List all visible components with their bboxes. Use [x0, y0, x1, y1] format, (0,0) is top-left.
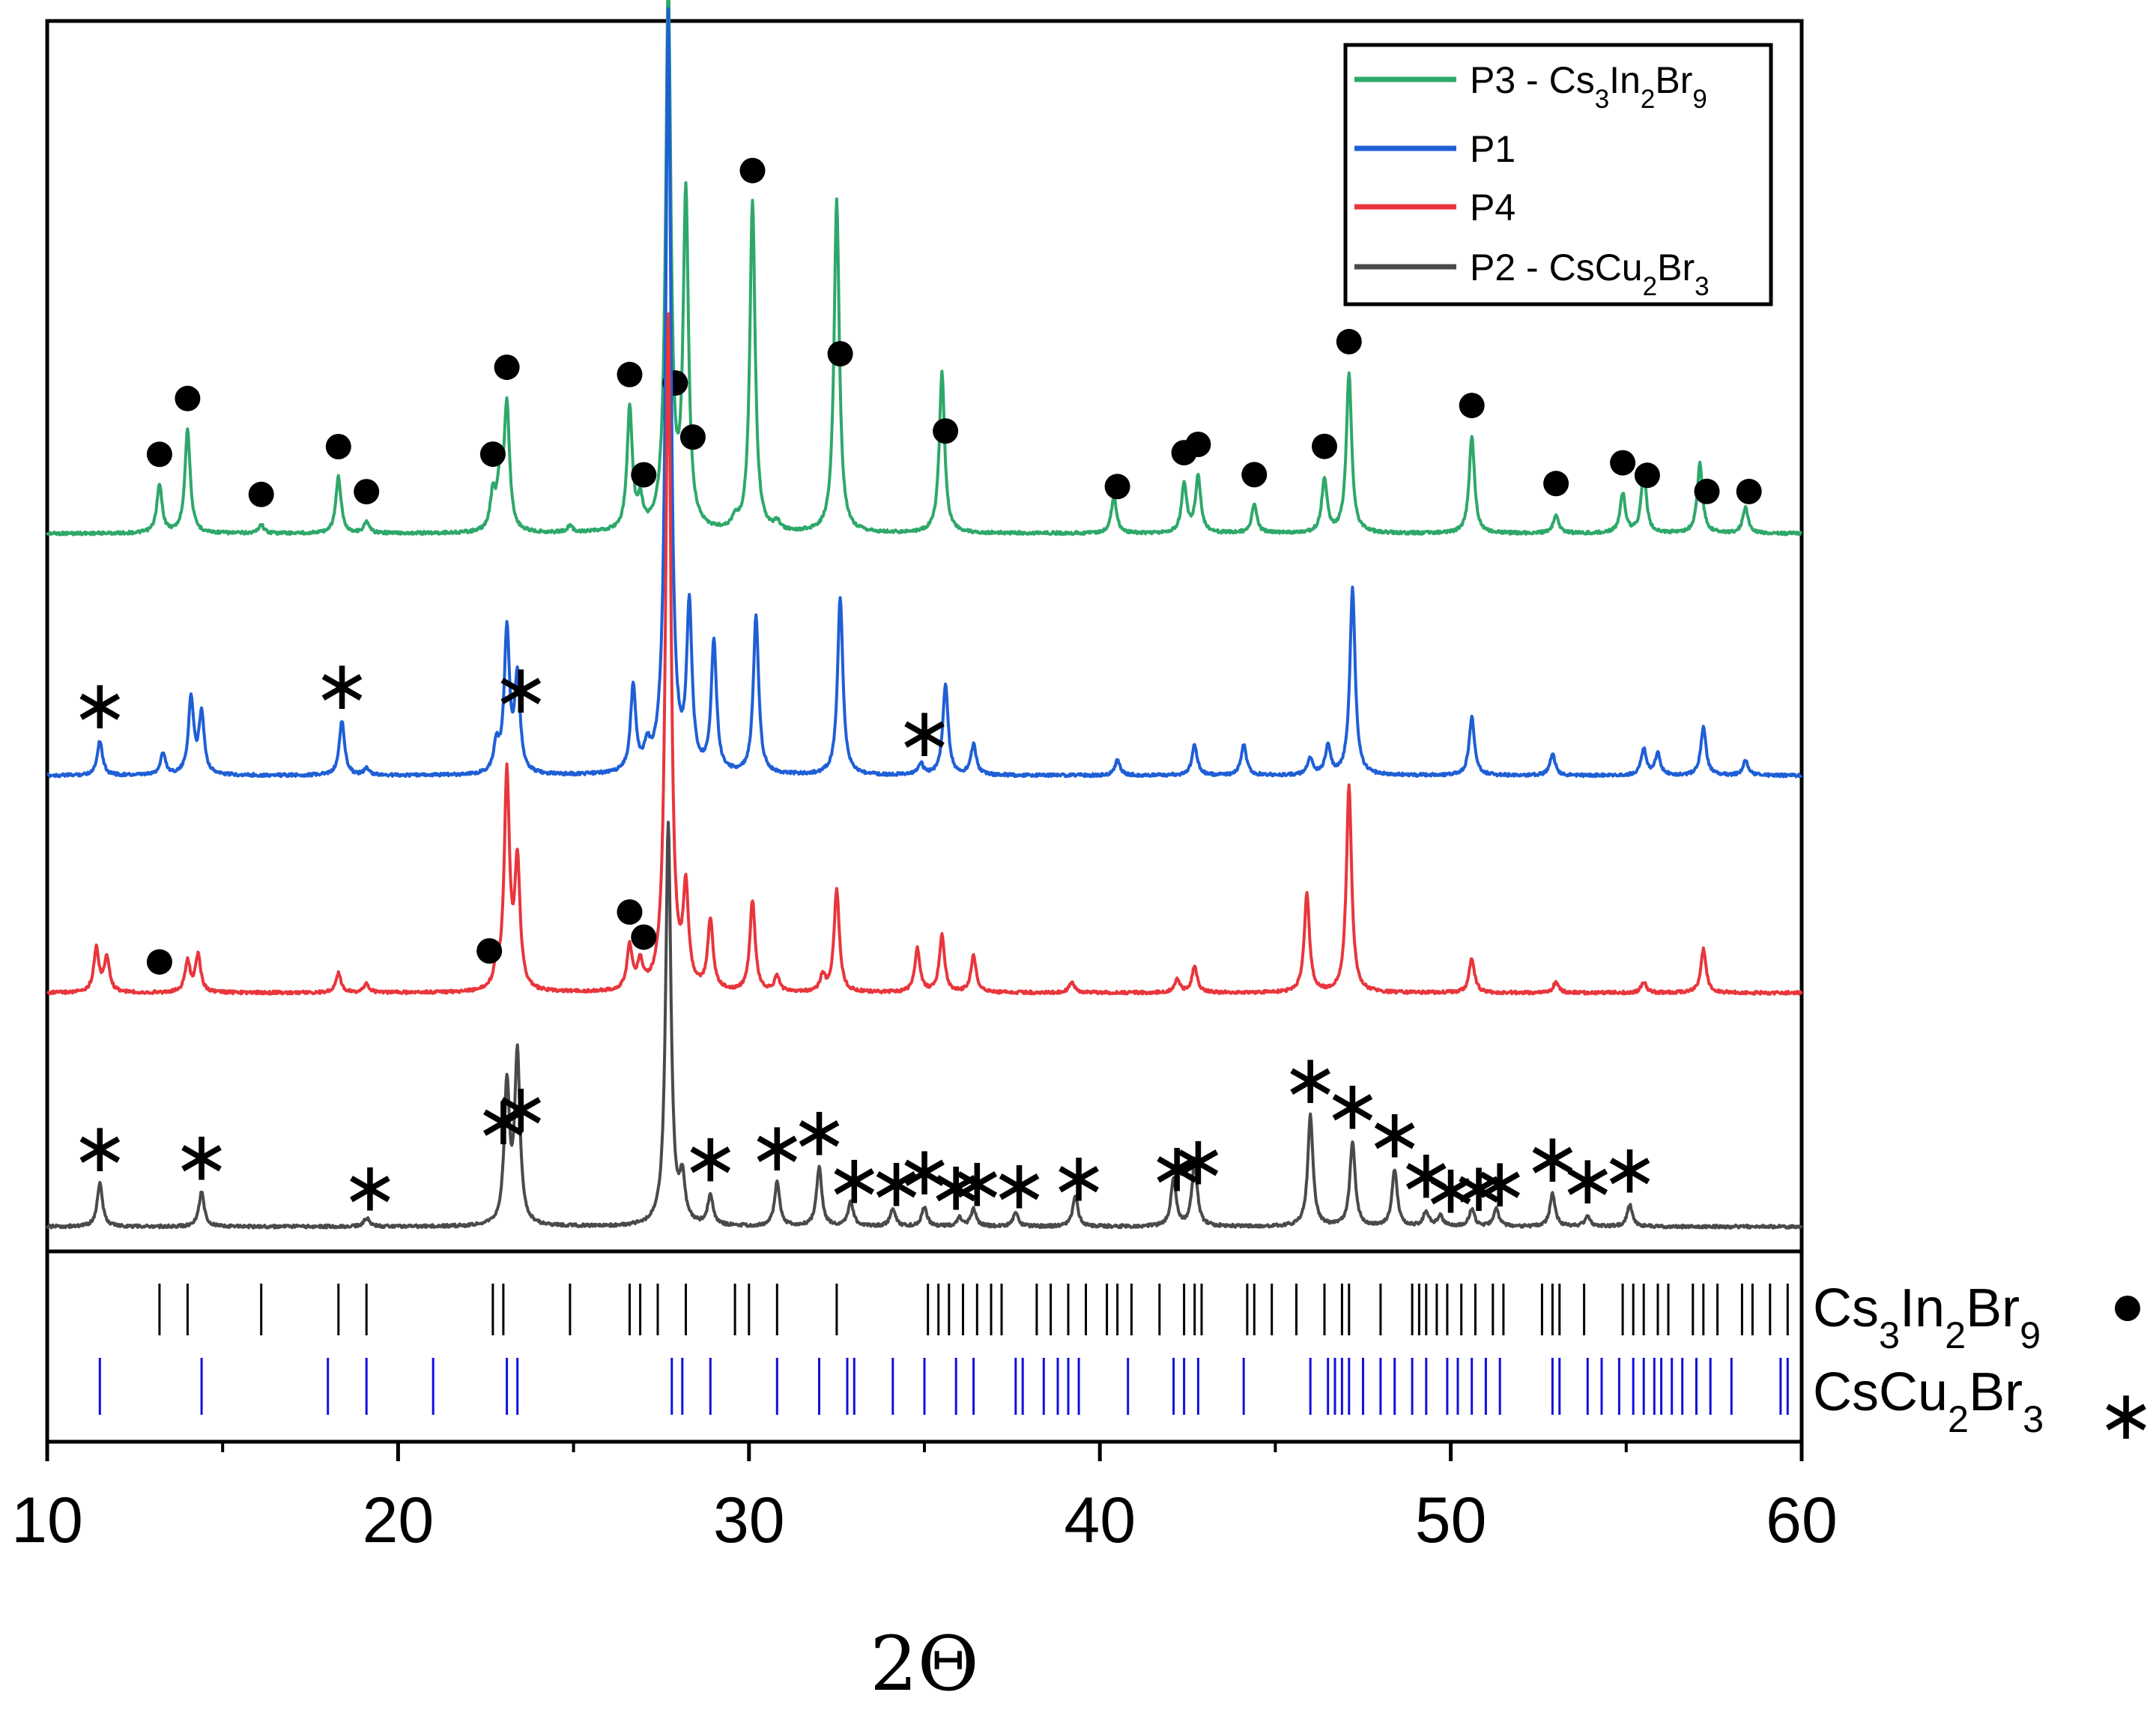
series-line-P3 [46, 0, 1803, 537]
legend-label-P2: P2 - CsCu2Br3 [1470, 247, 1710, 301]
peak-marker-star-P2-9: ∗ [867, 1145, 925, 1221]
peak-marker-dot-P3-14 [1104, 474, 1130, 500]
peak-marker-dot-P4-1 [476, 938, 503, 964]
peak-marker-dot-P3-11 [739, 157, 766, 184]
series-line-P1 [46, 7, 1803, 779]
peak-marker-dot-P3-22 [1610, 450, 1636, 476]
peak-marker-star-P2-0: ∗ [71, 1110, 129, 1186]
peak-marker-star-P2-20: ∗ [1397, 1137, 1455, 1213]
peak-marker-dot-P3-23 [1634, 462, 1660, 489]
peak-marker-star-P2-24: ∗ [1524, 1120, 1581, 1197]
peak-marker-dot-P4-3 [631, 924, 657, 950]
peak-marker-star-P2-11: ∗ [927, 1148, 985, 1224]
x-tick-label-3: 40 [1064, 1484, 1136, 1556]
peak-marker-star-P2-7: ∗ [790, 1094, 848, 1170]
x-axis: 10 20 30 40 50 60 [11, 1442, 1838, 1556]
series-line-P2 [46, 821, 1803, 1230]
peak-marker-star-P2-19: ∗ [1366, 1096, 1423, 1172]
peak-marker-star-P2-12: ∗ [948, 1145, 1006, 1221]
peak-marker-dot-P3-20 [1459, 393, 1485, 419]
peak-marker-star-P2-10: ∗ [895, 1133, 953, 1209]
peak-marker-dot-P3-18 [1312, 433, 1337, 459]
peak-marker-dot-P4-2 [617, 899, 643, 925]
peak-marker-star-P2-16: ∗ [1169, 1123, 1227, 1200]
peak-marker-star-P2-4: ∗ [492, 1071, 550, 1147]
peak-marker-star-P2-21: ∗ [1422, 1151, 1480, 1227]
x-tick-label-2: 30 [713, 1484, 785, 1556]
peak-marker-dot-P3-8 [631, 462, 657, 488]
legend-label-P3: P3 - Cs3In2Br9 [1470, 59, 1707, 114]
peak-marker-star-P2-17: ∗ [1282, 1042, 1339, 1118]
legend-label-P1: P1 [1470, 128, 1515, 170]
peak-marker-dot-P3-25 [1736, 478, 1762, 504]
peak-marker-dot-P3-1 [175, 385, 201, 411]
peak-marker-star-P2-25: ∗ [1559, 1142, 1617, 1218]
peak-marker-star-P2-8: ∗ [826, 1142, 883, 1218]
legend-label-P4: P4 [1470, 187, 1515, 229]
peak-marker-dot-P3-19 [1336, 328, 1362, 354]
peak-marker-dot-P3-5 [479, 441, 506, 468]
peak-marker-dot-P3-10 [679, 424, 706, 450]
peak-marker-star-P2-6: ∗ [748, 1109, 806, 1185]
series-line-P4 [46, 312, 1803, 996]
peak-marker-dot-P3-4 [354, 479, 380, 505]
x-axis-label: 2Θ [870, 1620, 979, 1708]
ref-marker-star-ref_cu: ∗ [2097, 1377, 2155, 1454]
x-tick-label-0: 10 [11, 1484, 83, 1556]
x-tick-label-1: 20 [363, 1484, 434, 1556]
peak-marker-star-P2-26: ∗ [1601, 1132, 1659, 1208]
x-tick-label-5: 60 [1766, 1484, 1838, 1556]
peak-marker-dot-P3-16 [1185, 432, 1211, 457]
peak-marker-star-P1-2: ∗ [492, 651, 550, 728]
peak-marker-star-P2-5: ∗ [682, 1120, 739, 1196]
peak-marker-dot-P4-0 [146, 949, 172, 975]
peak-marker-dot-P3-24 [1694, 478, 1720, 504]
peak-marker-star-P1-3: ∗ [895, 695, 953, 771]
peak-marker-dot-P3-0 [146, 441, 172, 468]
peak-marker-dot-P3-17 [1241, 462, 1268, 488]
ref-marker-dot-ref_in [2115, 1296, 2140, 1321]
peak-marker-star-P2-2: ∗ [341, 1149, 399, 1226]
peak-marker-star-P2-13: ∗ [990, 1147, 1048, 1224]
peak-marker-star-P2-23: ∗ [1471, 1145, 1529, 1221]
ref-label-ref_in: Cs3In2Br9 [1813, 1278, 2041, 1356]
peak-marker-dot-P3-7 [617, 361, 643, 387]
peak-marker-dot-P3-21 [1543, 471, 1569, 497]
peak-marker-star-P2-15: ∗ [1148, 1130, 1206, 1206]
peak-marker-dot-P3-3 [325, 434, 351, 459]
peak-marker-dot-P3-2 [248, 481, 274, 507]
peak-marker-star-P2-22: ∗ [1450, 1149, 1508, 1226]
x-tick-label-4: 50 [1415, 1484, 1487, 1556]
peak-marker-star-P2-18: ∗ [1324, 1068, 1381, 1144]
peak-marker-star-P2-3: ∗ [474, 1083, 532, 1159]
peak-marker-star-P1-0: ∗ [71, 667, 129, 743]
peak-marker-star-P1-1: ∗ [313, 647, 371, 724]
series-layer: ∗ ∗ ∗∗∗ ∗ ∗∗∗∗ ∗∗∗∗∗∗∗∗ ∗ ∗∗∗∗∗∗∗∗∗∗∗∗ [46, 0, 1803, 1230]
peak-marker-dot-P3-12 [827, 341, 853, 367]
peak-marker-dot-P3-13 [933, 418, 959, 444]
peak-marker-star-P2-1: ∗ [173, 1119, 231, 1195]
peak-marker-dot-P3-6 [494, 354, 520, 381]
legend: P3 - Cs3In2Br9 P1 P4 P2 - CsCu2Br3 [1343, 43, 1773, 306]
peak-marker-star-P2-14: ∗ [1050, 1140, 1108, 1216]
ref-label-ref_cu: CsCu2Br3 [1813, 1362, 2044, 1440]
legend-box [1343, 43, 1773, 306]
